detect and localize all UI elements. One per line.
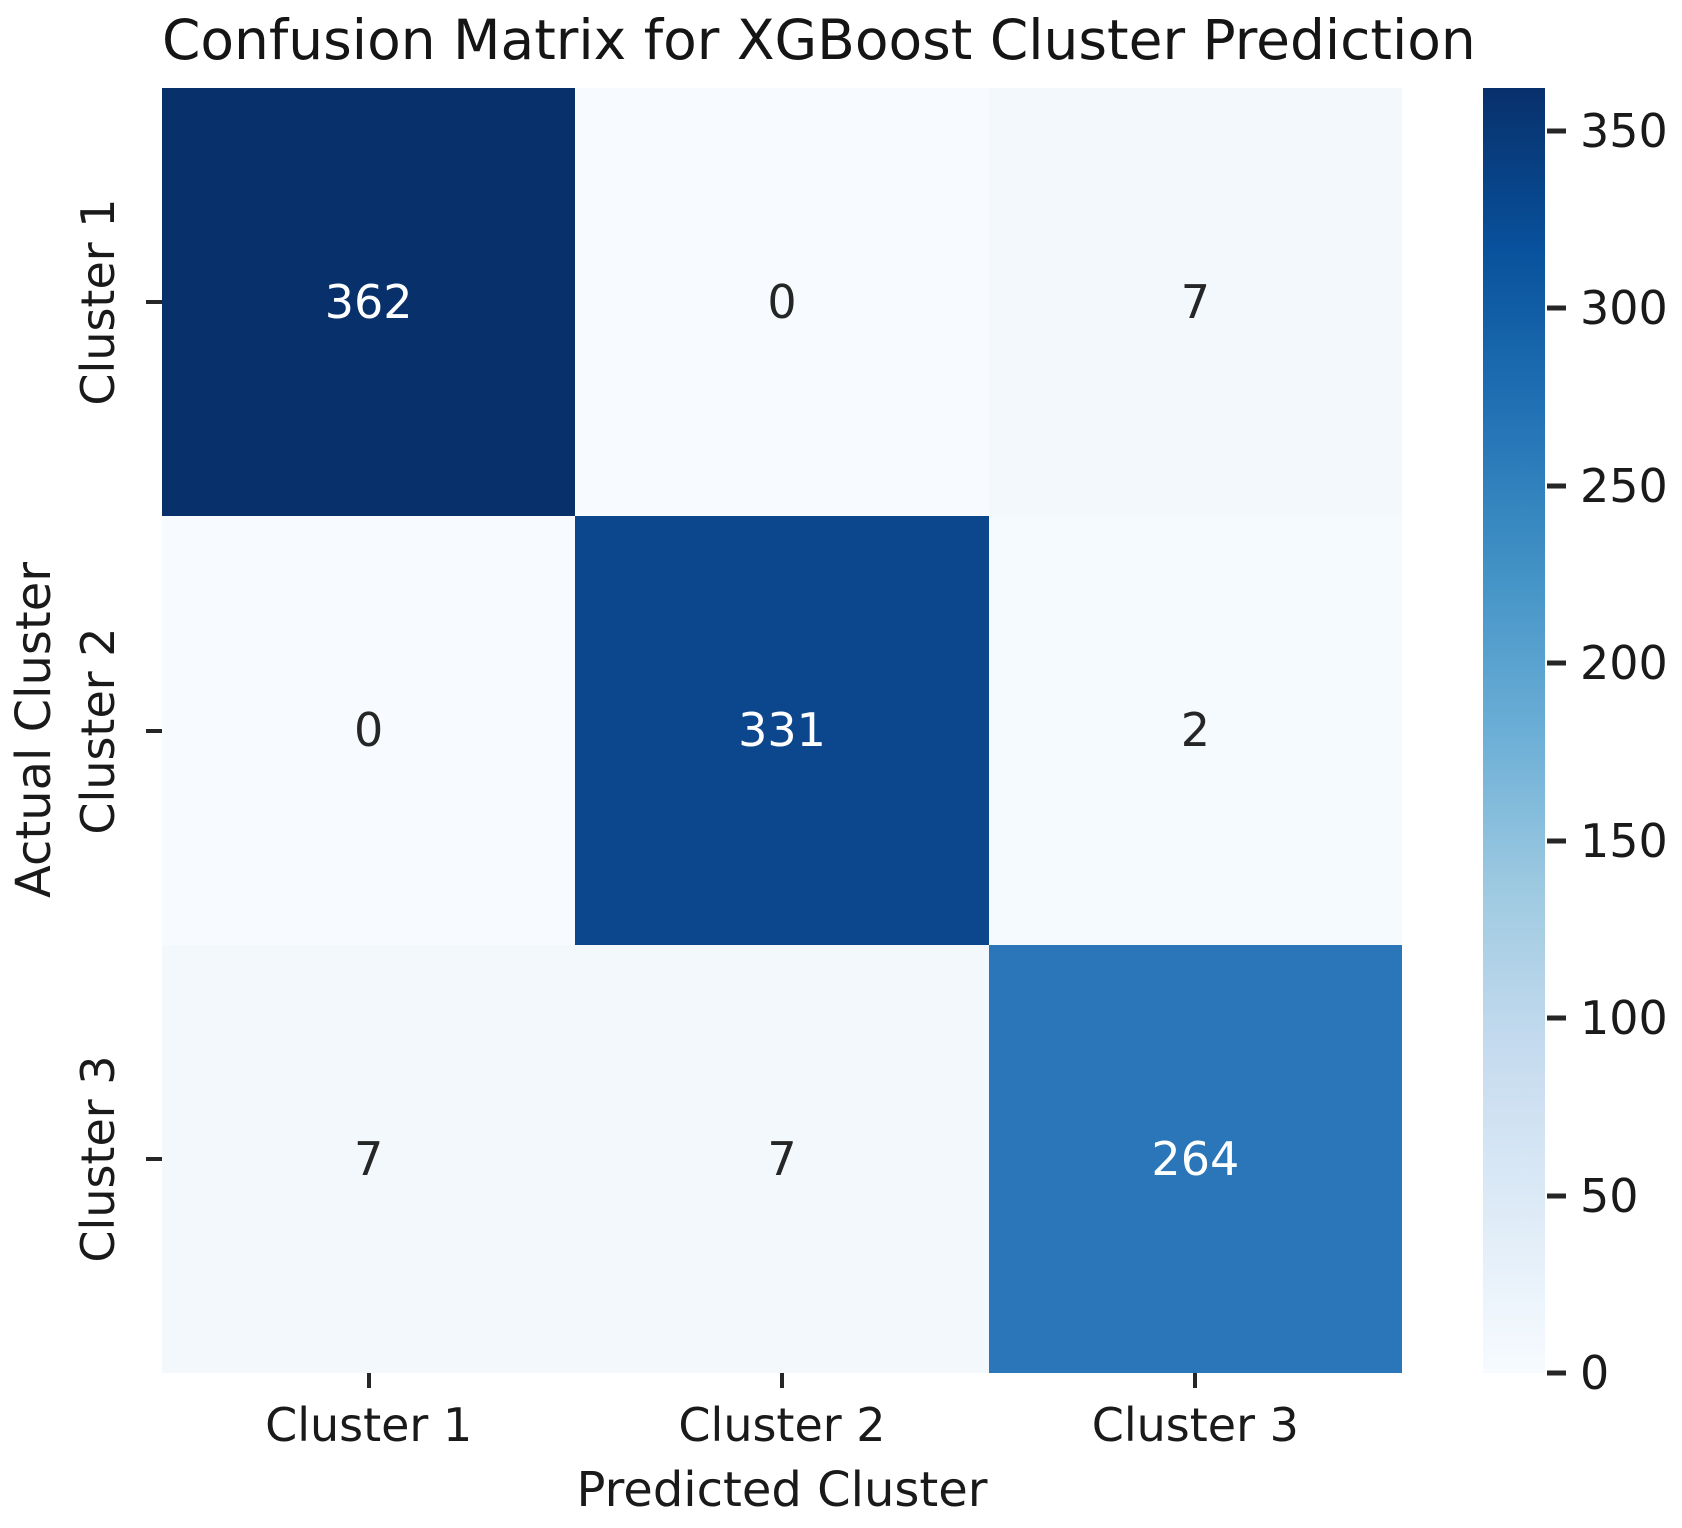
colorbar-tick-mark bbox=[1547, 305, 1566, 311]
y-tick-mark bbox=[146, 300, 162, 305]
cell-value: 0 bbox=[767, 275, 797, 330]
cell-value: 7 bbox=[767, 1131, 797, 1186]
cell-value: 264 bbox=[1151, 1131, 1240, 1186]
cell-value: 0 bbox=[354, 703, 384, 758]
colorbar-gradient bbox=[1483, 88, 1545, 1373]
cell-value: 7 bbox=[354, 1131, 384, 1186]
colorbar-tick-mark bbox=[1547, 660, 1566, 666]
y-tick-label: Cluster 1 bbox=[71, 198, 125, 406]
y-tick-mark bbox=[146, 728, 162, 733]
cell-value: 362 bbox=[324, 275, 413, 330]
matrix-cell: 0 bbox=[575, 88, 989, 517]
colorbar-tick-mark bbox=[1547, 838, 1566, 844]
matrix-cell: 2 bbox=[988, 516, 1402, 945]
matrix-cell: 264 bbox=[988, 944, 1402, 1373]
y-tick-label: Cluster 3 bbox=[71, 1055, 125, 1263]
matrix-cell: 7 bbox=[162, 944, 576, 1373]
x-tick-label: Cluster 3 bbox=[1091, 1398, 1299, 1452]
colorbar-tick-label: 200 bbox=[1580, 636, 1668, 691]
colorbar-tick-label: 100 bbox=[1580, 991, 1668, 1046]
colorbar-tick-mark bbox=[1547, 1015, 1566, 1021]
colorbar-tick-label: 250 bbox=[1580, 458, 1668, 513]
colorbar-tick-label: 150 bbox=[1580, 813, 1668, 868]
colorbar-tick-label: 50 bbox=[1580, 1168, 1639, 1223]
x-tick-mark bbox=[780, 1373, 784, 1388]
colorbar-tick-label: 0 bbox=[1580, 1346, 1610, 1400]
y-axis-label: Actual Cluster bbox=[6, 562, 62, 898]
colorbar-tick-label: 350 bbox=[1580, 103, 1668, 158]
cell-value: 331 bbox=[738, 703, 826, 758]
x-tick-label: Cluster 2 bbox=[678, 1398, 886, 1452]
x-tick-label: Cluster 1 bbox=[265, 1398, 473, 1452]
colorbar-tick-mark bbox=[1547, 1370, 1566, 1376]
matrix-cell: 7 bbox=[988, 88, 1402, 517]
matrix-cell: 331 bbox=[575, 516, 989, 945]
chart-title: Confusion Matrix for XGBoost Cluster Pre… bbox=[162, 8, 1476, 72]
matrix-cell: 7 bbox=[575, 944, 989, 1373]
x-axis-label: Predicted Cluster bbox=[576, 1462, 988, 1518]
y-tick-label: Cluster 2 bbox=[71, 626, 125, 835]
y-tick-mark bbox=[146, 1156, 162, 1161]
colorbar-tick-mark bbox=[1547, 128, 1566, 134]
colorbar-tick-mark bbox=[1547, 483, 1566, 489]
x-tick-mark bbox=[1193, 1373, 1198, 1388]
cell-value: 7 bbox=[1180, 275, 1210, 330]
cell-value: 2 bbox=[1180, 703, 1210, 758]
matrix-cell: 362 bbox=[162, 88, 576, 517]
colorbar-tick-mark bbox=[1547, 1193, 1566, 1198]
heatmap-grid: 362 0 7 0 331 2 7 7 264 bbox=[162, 88, 1402, 1373]
matrix-cell: 0 bbox=[162, 516, 576, 945]
colorbar-tick-label: 300 bbox=[1580, 281, 1668, 336]
x-tick-mark bbox=[366, 1373, 371, 1388]
